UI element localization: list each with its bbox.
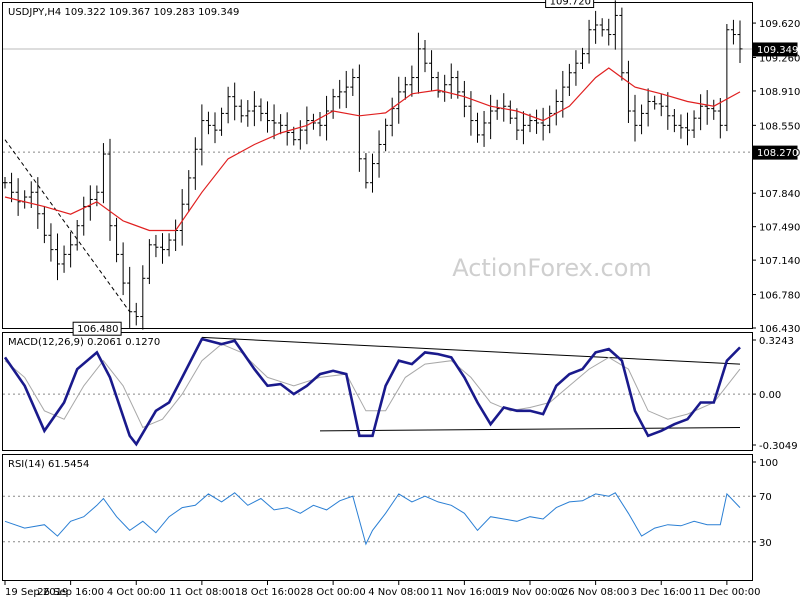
watermark: ActionForex.com: [452, 254, 652, 282]
price-annotation: 106.480: [77, 324, 118, 335]
rsi-axis-tick-label: 30: [759, 538, 772, 549]
price-axis-tick-label: 109.620: [759, 19, 800, 30]
support-label: 108.270: [757, 148, 798, 159]
macd-title: MACD(12,26,9) 0.2061 0.1270: [8, 337, 160, 348]
price-axis-tick-label: 108.550: [759, 121, 800, 132]
rsi-title: RSI(14) 61.5454: [8, 459, 89, 470]
price-annotation: 109.720: [550, 0, 591, 8]
macd-axis-tick-label: 0.00: [759, 390, 781, 401]
price-axis-tick-label: 108.910: [759, 87, 800, 98]
macd-axis-tick-label: 0.3243: [759, 336, 794, 347]
rsi-panel: [3, 455, 753, 581]
x-axis-tick-label: 18 Oct 16:00: [235, 587, 300, 598]
x-axis-tick-label: 26 Nov 08:00: [562, 587, 629, 598]
rsi-axis-tick-label: 70: [759, 492, 772, 503]
x-axis-tick-label: 4 Oct 00:00: [107, 587, 166, 598]
price-title: USDJPY,H4 109.322 109.367 109.283 109.34…: [8, 7, 239, 18]
x-axis-tick-label: 28 Oct 00:00: [301, 587, 366, 598]
price-axis-tick-label: 106.780: [759, 291, 800, 302]
price-axis-tick-label: 107.840: [759, 189, 800, 200]
price-axis-tick-label: 107.140: [759, 256, 800, 267]
x-axis-tick-label: 11 Oct 08:00: [169, 587, 234, 598]
rsi-axis-tick-label: 100: [759, 458, 778, 469]
price-axis-tick-label: 107.490: [759, 223, 800, 234]
x-axis-tick-label: 19 Nov 00:00: [496, 587, 563, 598]
x-axis-tick-label: 4 Nov 08:00: [368, 587, 429, 598]
macd-axis-tick-label: -0.3049: [759, 441, 798, 452]
price-axis-tick-label: 106.430: [759, 324, 800, 335]
x-axis-tick-label: 11 Dec 00:00: [693, 587, 760, 598]
x-axis-tick-label: 11 Nov 16:00: [431, 587, 498, 598]
x-axis-tick-label: 3 Dec 16:00: [631, 587, 692, 598]
current-price-label: 109.349: [757, 45, 798, 56]
x-axis-tick-label: 26 Sep 16:00: [37, 587, 104, 598]
